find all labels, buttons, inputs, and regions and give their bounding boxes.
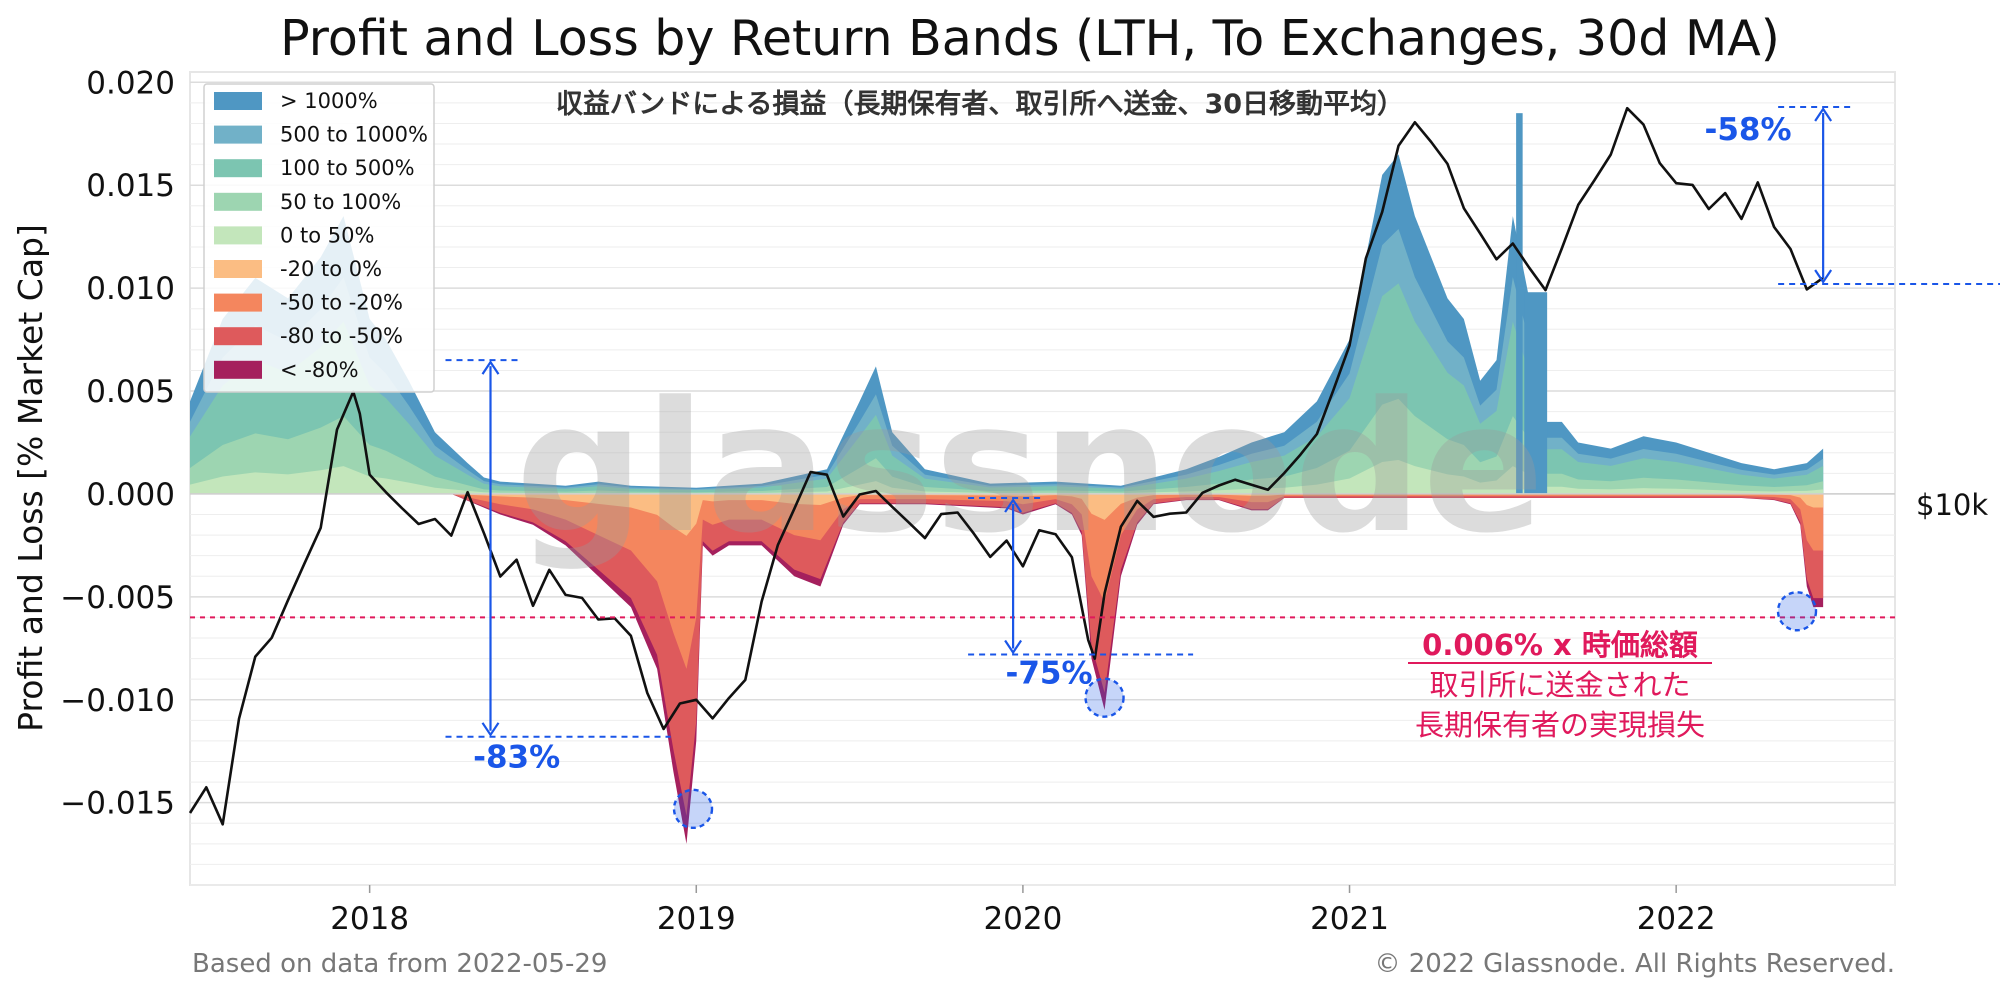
right-axis-label: $10k bbox=[1916, 488, 1988, 522]
chart-subtitle: 収益バンドによる損益（長期保有者、取引所へ送金、30日移動平均） bbox=[556, 88, 1404, 120]
annotation-line3: 長期保有者の実現損失 bbox=[1415, 708, 1705, 742]
legend-swatch bbox=[214, 327, 262, 346]
profit-spike bbox=[1524, 292, 1548, 494]
drawdown-label: -75% bbox=[1005, 655, 1092, 691]
legend-label: -20 to 0% bbox=[280, 257, 382, 281]
annotations: -83% -75% -58% bbox=[190, 105, 2000, 830]
y-axis-label: Profit and Loss [% Market Cap] bbox=[11, 224, 50, 732]
legend-label: 50 to 100% bbox=[280, 190, 401, 214]
footer-left: Based on data from 2022-05-29 bbox=[192, 949, 607, 979]
legend-swatch bbox=[214, 125, 262, 144]
legend-label: > 1000% bbox=[280, 89, 378, 113]
y-tick-label: −0.005 bbox=[60, 580, 175, 616]
x-tick-label: 2018 bbox=[330, 901, 409, 937]
highlight-circle bbox=[1084, 677, 1125, 718]
footer-right: © 2022 Glassnode. All Rights Reserved. bbox=[1374, 949, 1895, 979]
x-axis-ticks: 2018 2019 2020 2021 2022 bbox=[330, 885, 1716, 937]
chart-title: Profit and Loss by Return Bands (LTH, To… bbox=[280, 10, 1780, 67]
y-tick-label: 0.015 bbox=[86, 168, 175, 204]
legend-label: 0 to 50% bbox=[280, 223, 374, 247]
legend-swatch bbox=[214, 260, 262, 278]
watermark: glassnode bbox=[515, 364, 1544, 573]
legend-label: -80 to -50% bbox=[280, 324, 403, 348]
drawdown-label: -58% bbox=[1704, 112, 1791, 148]
y-axis-ticks: 0.020 0.015 0.010 0.005 0.000 −0.005 −0.010 −0.… bbox=[60, 65, 175, 821]
x-tick-label: 2021 bbox=[1310, 901, 1389, 937]
arrow-head-down bbox=[1814, 269, 1833, 284]
legend-label: 500 to 1000% bbox=[280, 123, 428, 147]
legend-swatch bbox=[214, 293, 262, 312]
y-tick-label: −0.015 bbox=[60, 786, 175, 822]
highlight-circle bbox=[1776, 591, 1818, 632]
drawdown-label: -83% bbox=[473, 740, 560, 776]
arrow-head-up bbox=[1004, 498, 1023, 513]
legend-swatch bbox=[214, 159, 262, 178]
grid-lines bbox=[190, 81, 1895, 886]
profit-spike bbox=[1516, 113, 1523, 494]
profit-band-4 bbox=[190, 459, 1824, 494]
legend-swatch bbox=[214, 360, 262, 379]
y-tick-label: 0.020 bbox=[86, 65, 175, 101]
legend-label: 100 to 500% bbox=[280, 156, 415, 180]
arrow-head-down bbox=[481, 722, 500, 737]
highlight-circle bbox=[672, 788, 714, 830]
annotation-line2: 取引所に送金された bbox=[1429, 668, 1690, 702]
y-tick-label: 0.010 bbox=[86, 271, 175, 307]
annotation-line1: 0.006% x 時価総額 bbox=[1422, 628, 1698, 662]
legend-swatch bbox=[214, 92, 262, 110]
arrow-head-up bbox=[1814, 107, 1833, 122]
legend: > 1000% 500 to 1000% 100 to 500% 50 to 100%… bbox=[203, 83, 435, 393]
legend-swatch bbox=[214, 226, 262, 245]
legend-label: < -80% bbox=[280, 358, 359, 382]
x-tick-label: 2022 bbox=[1637, 901, 1716, 937]
price-line bbox=[188, 106, 1824, 826]
band-areas bbox=[190, 113, 1895, 844]
y-tick-label: 0.005 bbox=[86, 374, 175, 410]
price-series-line bbox=[188, 106, 1824, 826]
y-tick-label: −0.010 bbox=[60, 683, 175, 719]
arrow-head-up bbox=[481, 360, 500, 375]
y-tick-label: 0.000 bbox=[86, 477, 175, 513]
x-tick-label: 2020 bbox=[983, 901, 1062, 937]
legend-swatch bbox=[214, 192, 262, 211]
x-tick-label: 2019 bbox=[657, 901, 736, 937]
arrow-head-down bbox=[1004, 639, 1023, 655]
legend-label: -50 to -20% bbox=[280, 291, 403, 315]
